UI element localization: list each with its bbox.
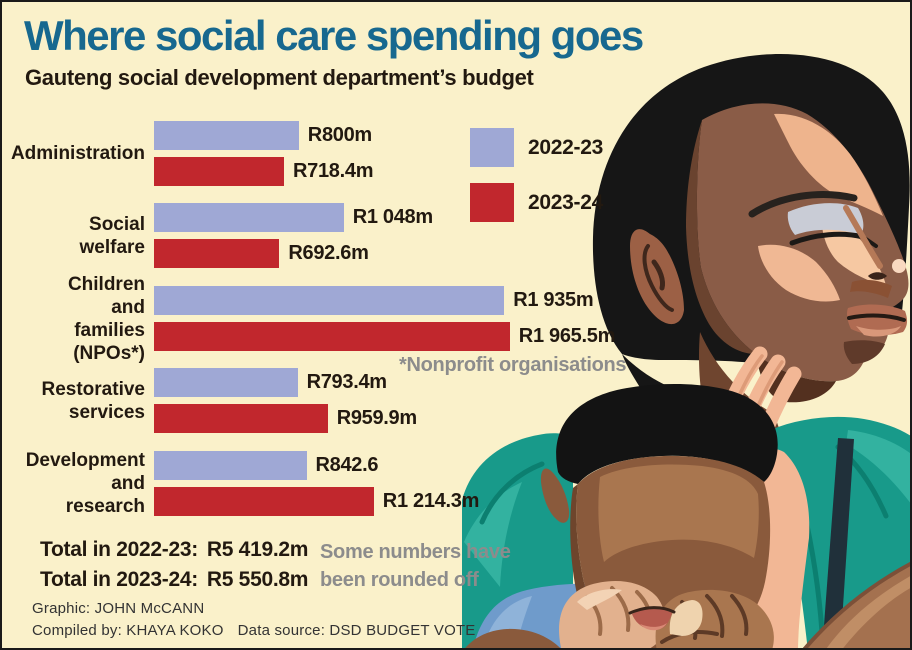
bar-value-label: R692.6m (288, 242, 369, 264)
page-subtitle: Gauteng social development department’s … (25, 65, 534, 90)
bar-2023-24 (154, 157, 284, 186)
bar-value-label: R1 935m (513, 289, 594, 311)
woman-face (696, 103, 909, 382)
woman-embracing-arm (802, 561, 910, 648)
bar-value-label: R1 214.3m (382, 490, 480, 512)
bar-value-label: R793.4m (306, 371, 387, 393)
child-mouth (632, 608, 672, 630)
woman-nose-bridge (843, 205, 883, 269)
category-label: Restorative services (41, 378, 146, 423)
bar-value-label: R842.6 (315, 454, 379, 476)
woman-forehead-highlight (774, 113, 883, 216)
legend-label: 2022-23 (528, 135, 603, 159)
bar-2023-24 (154, 404, 328, 433)
woman-closed-eye (789, 231, 866, 246)
bar-value-label: R1 048m (352, 206, 433, 228)
woman-neck (698, 332, 797, 522)
chart-row-social-welfare: Social welfare R1 048m R692.6m (32, 203, 682, 269)
chart-row-development-research: Development and research R842.6 R1 214.3… (25, 450, 682, 517)
woman-chin-shadow (843, 340, 885, 364)
chart-row-administration: Administration R800m R718.4m (10, 121, 682, 187)
child-left-fist (559, 581, 666, 648)
bar-value-label: R959.9m (336, 407, 417, 429)
woman-chest (717, 458, 797, 580)
total-value: R5 419.2m (206, 538, 309, 561)
category-label: Children and families (NPOs*) (67, 273, 145, 364)
total-label: Total in 2022-23: (40, 538, 198, 561)
bar-2023-24 (154, 239, 280, 268)
woman-nostril (868, 272, 887, 280)
woman-hand (705, 346, 810, 648)
woman-nose-shadow (850, 279, 892, 298)
woman-forearm (707, 446, 810, 648)
bar-2022-23 (154, 121, 299, 150)
chart-row-restorative-services: Restorative services R793.4m R959.9m (32, 368, 682, 434)
woman-lower-lip-highlight (856, 326, 901, 337)
category-label: Social welfare (79, 213, 145, 258)
bar-chart: Administration R800m R718.4m Social welf… (10, 121, 682, 561)
bar-value-label: R1 965.5m (518, 325, 616, 347)
total-value: R5 550.8m (206, 568, 309, 591)
npo-footnote: *Nonprofit organisations (399, 354, 627, 376)
bar-2022-23 (154, 203, 344, 232)
credit-graphic: Graphic: JOHN McCANN (32, 600, 205, 617)
total-2023-24: Total in 2023-24: R5 550.8m (40, 568, 308, 592)
category-label: Development and research (25, 450, 145, 517)
chart-row-children-families: Children and families (NPOs*) R1 935m R1… (32, 273, 682, 364)
credit-compiled-source: Compiled by: KHAYA KOKO Data source: DSD … (32, 622, 476, 639)
legend-item-2023-24: 2023-24 (470, 183, 603, 222)
legend-item-2022-23: 2022-23 (470, 128, 603, 167)
woman-eyebrow-icon (748, 191, 858, 218)
rounding-note: Some numbers have been rounded off (320, 541, 511, 591)
woman-eyelid (787, 203, 864, 235)
total-2022-23: Total in 2022-23: R5 419.2m (40, 538, 308, 562)
bar-2023-24 (154, 322, 510, 351)
legend-label: 2023-24 (528, 190, 603, 214)
legend-swatch-2022-23 (470, 128, 514, 167)
child-right-fist (655, 589, 774, 648)
woman-temple-highlight (821, 212, 886, 286)
woman-nose-tip-highlight (892, 259, 906, 273)
woman-lip-line (847, 313, 906, 322)
woman-cheek-highlight (758, 244, 840, 302)
category-label: Administration (10, 143, 145, 164)
bar-value-label: R718.4m (293, 160, 374, 182)
bar-2022-23 (154, 286, 505, 315)
bar-2022-23 (154, 451, 307, 480)
woman-jaw-shadow (756, 354, 836, 403)
legend-swatch-2023-24 (470, 183, 514, 222)
woman-shirt (770, 416, 910, 648)
child-shirt (473, 583, 741, 648)
page-title: Where social care spending goes (24, 12, 644, 59)
woman-face-shadow (686, 120, 756, 354)
total-label: Total in 2023-24: (40, 568, 198, 591)
woman-strap (822, 438, 854, 648)
bar-2023-24 (154, 487, 374, 516)
bar-2022-23 (154, 368, 298, 397)
woman-lips (847, 304, 908, 336)
bar-value-label: R800m (307, 124, 372, 146)
